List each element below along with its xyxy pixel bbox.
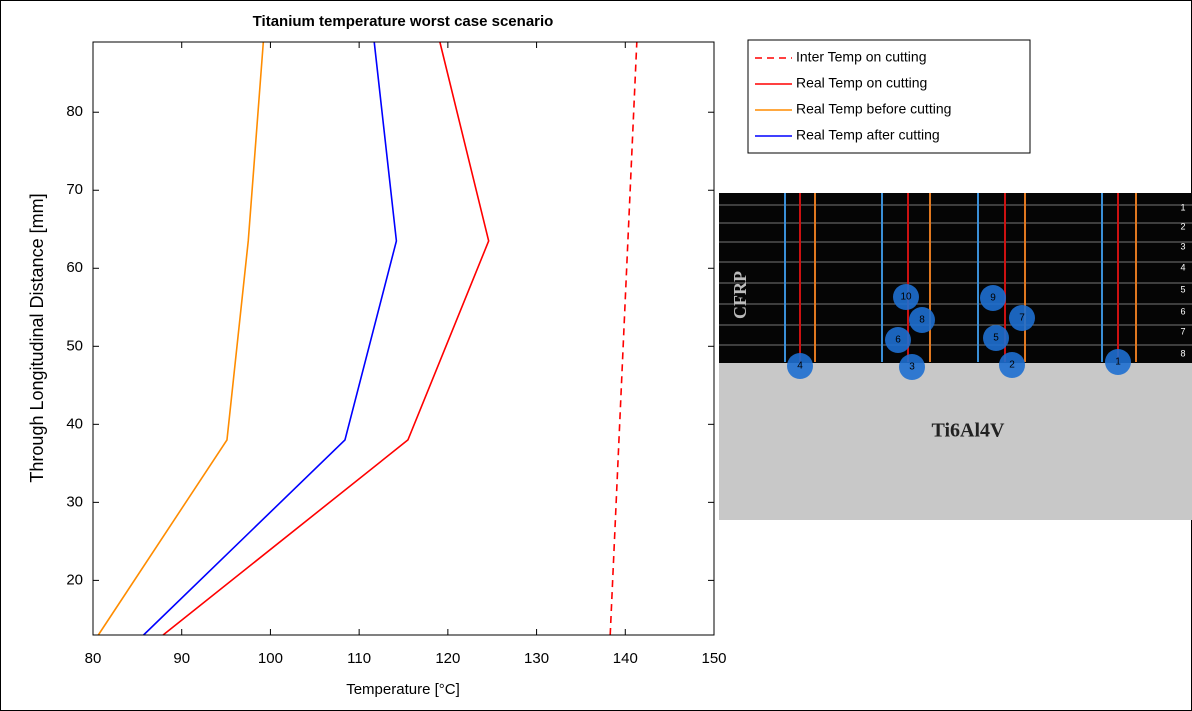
x-tick-label: 100 xyxy=(258,650,283,667)
x-axis-label: Temperature [°C] xyxy=(346,681,460,698)
y-tick-label: 20 xyxy=(66,571,83,588)
marker-number: 2 xyxy=(1009,360,1015,371)
marker-number: 4 xyxy=(797,361,803,372)
y-axis-label: Through Longitudinal Distance [mm] xyxy=(27,193,47,482)
axes-box xyxy=(93,42,714,635)
marker-number: 8 xyxy=(919,315,925,326)
thermocouple-marker xyxy=(893,284,919,310)
data-line xyxy=(97,41,265,636)
layer-number: 1 xyxy=(1180,202,1185,212)
inset-image: 1 2 3 4 5 6 7 8 1 2 3 4 5 6 7 8 9 10 CFRP Ti6Al4V xyxy=(719,193,1192,520)
thermocouple-marker xyxy=(1009,305,1035,331)
x-tick-label: 130 xyxy=(524,650,549,667)
y-tick-label: 60 xyxy=(66,259,83,276)
cfrp-label: CFRP xyxy=(730,271,750,319)
y-tick-label: 40 xyxy=(66,415,83,432)
plot-area: 80 90 100 110 120 130 140 150 20 30 40 50 60 70 80 xyxy=(66,41,727,667)
legend-label: Real Temp before cutting xyxy=(796,101,951,117)
marker-number: 10 xyxy=(900,292,912,303)
y-tick-label: 30 xyxy=(66,493,83,510)
layer-number: 2 xyxy=(1180,221,1185,231)
legend-box xyxy=(747,39,1031,154)
layer-number: 6 xyxy=(1180,306,1185,316)
ti-label: Ti6Al4V xyxy=(932,420,1006,442)
axes-frame xyxy=(92,41,715,636)
y-tick-label: 80 xyxy=(66,103,83,120)
ti-region xyxy=(719,362,1192,520)
thermocouple-marker xyxy=(909,307,935,333)
layer-number: 4 xyxy=(1180,262,1185,272)
data-line xyxy=(143,41,398,636)
legend-label: Real Temp on cutting xyxy=(796,75,927,91)
marker-number: 7 xyxy=(1019,313,1025,324)
thermocouple-marker xyxy=(1105,349,1131,375)
marker-number: 9 xyxy=(990,293,996,304)
data-line xyxy=(162,41,490,636)
thermocouple-marker xyxy=(983,325,1009,351)
thermocouple-marker xyxy=(999,352,1025,378)
marker-number: 6 xyxy=(895,335,901,346)
thermocouple-marker xyxy=(787,353,813,379)
thermocouple-marker xyxy=(899,354,925,380)
legend-label: Real Temp after cutting xyxy=(796,127,940,143)
layer-number: 3 xyxy=(1180,241,1185,251)
x-tick-label: 150 xyxy=(701,650,726,667)
thermocouple-marker xyxy=(885,327,911,353)
layer-number: 7 xyxy=(1180,326,1185,336)
x-tick-label: 120 xyxy=(435,650,460,667)
legend: Inter Temp on cutting Real Temp on cuttin… xyxy=(747,39,1031,154)
y-tick-label: 50 xyxy=(66,337,83,354)
marker-number: 3 xyxy=(909,362,915,373)
x-tick-label: 80 xyxy=(85,650,102,667)
legend-label: Inter Temp on cutting xyxy=(796,49,926,65)
x-tick-label: 90 xyxy=(173,650,190,667)
marker-number: 5 xyxy=(993,333,999,344)
y-tick-label: 70 xyxy=(66,181,83,198)
x-tick-label: 140 xyxy=(613,650,638,667)
layer-number: 8 xyxy=(1180,348,1185,358)
cfrp-region xyxy=(719,193,1192,363)
thermocouple-marker xyxy=(980,285,1006,311)
data-line xyxy=(609,41,638,636)
x-tick-label: 110 xyxy=(347,650,371,667)
marker-number: 1 xyxy=(1115,357,1121,368)
chart-title: Titanium temperature worst case scenario xyxy=(253,13,554,30)
layer-number: 5 xyxy=(1180,284,1185,294)
